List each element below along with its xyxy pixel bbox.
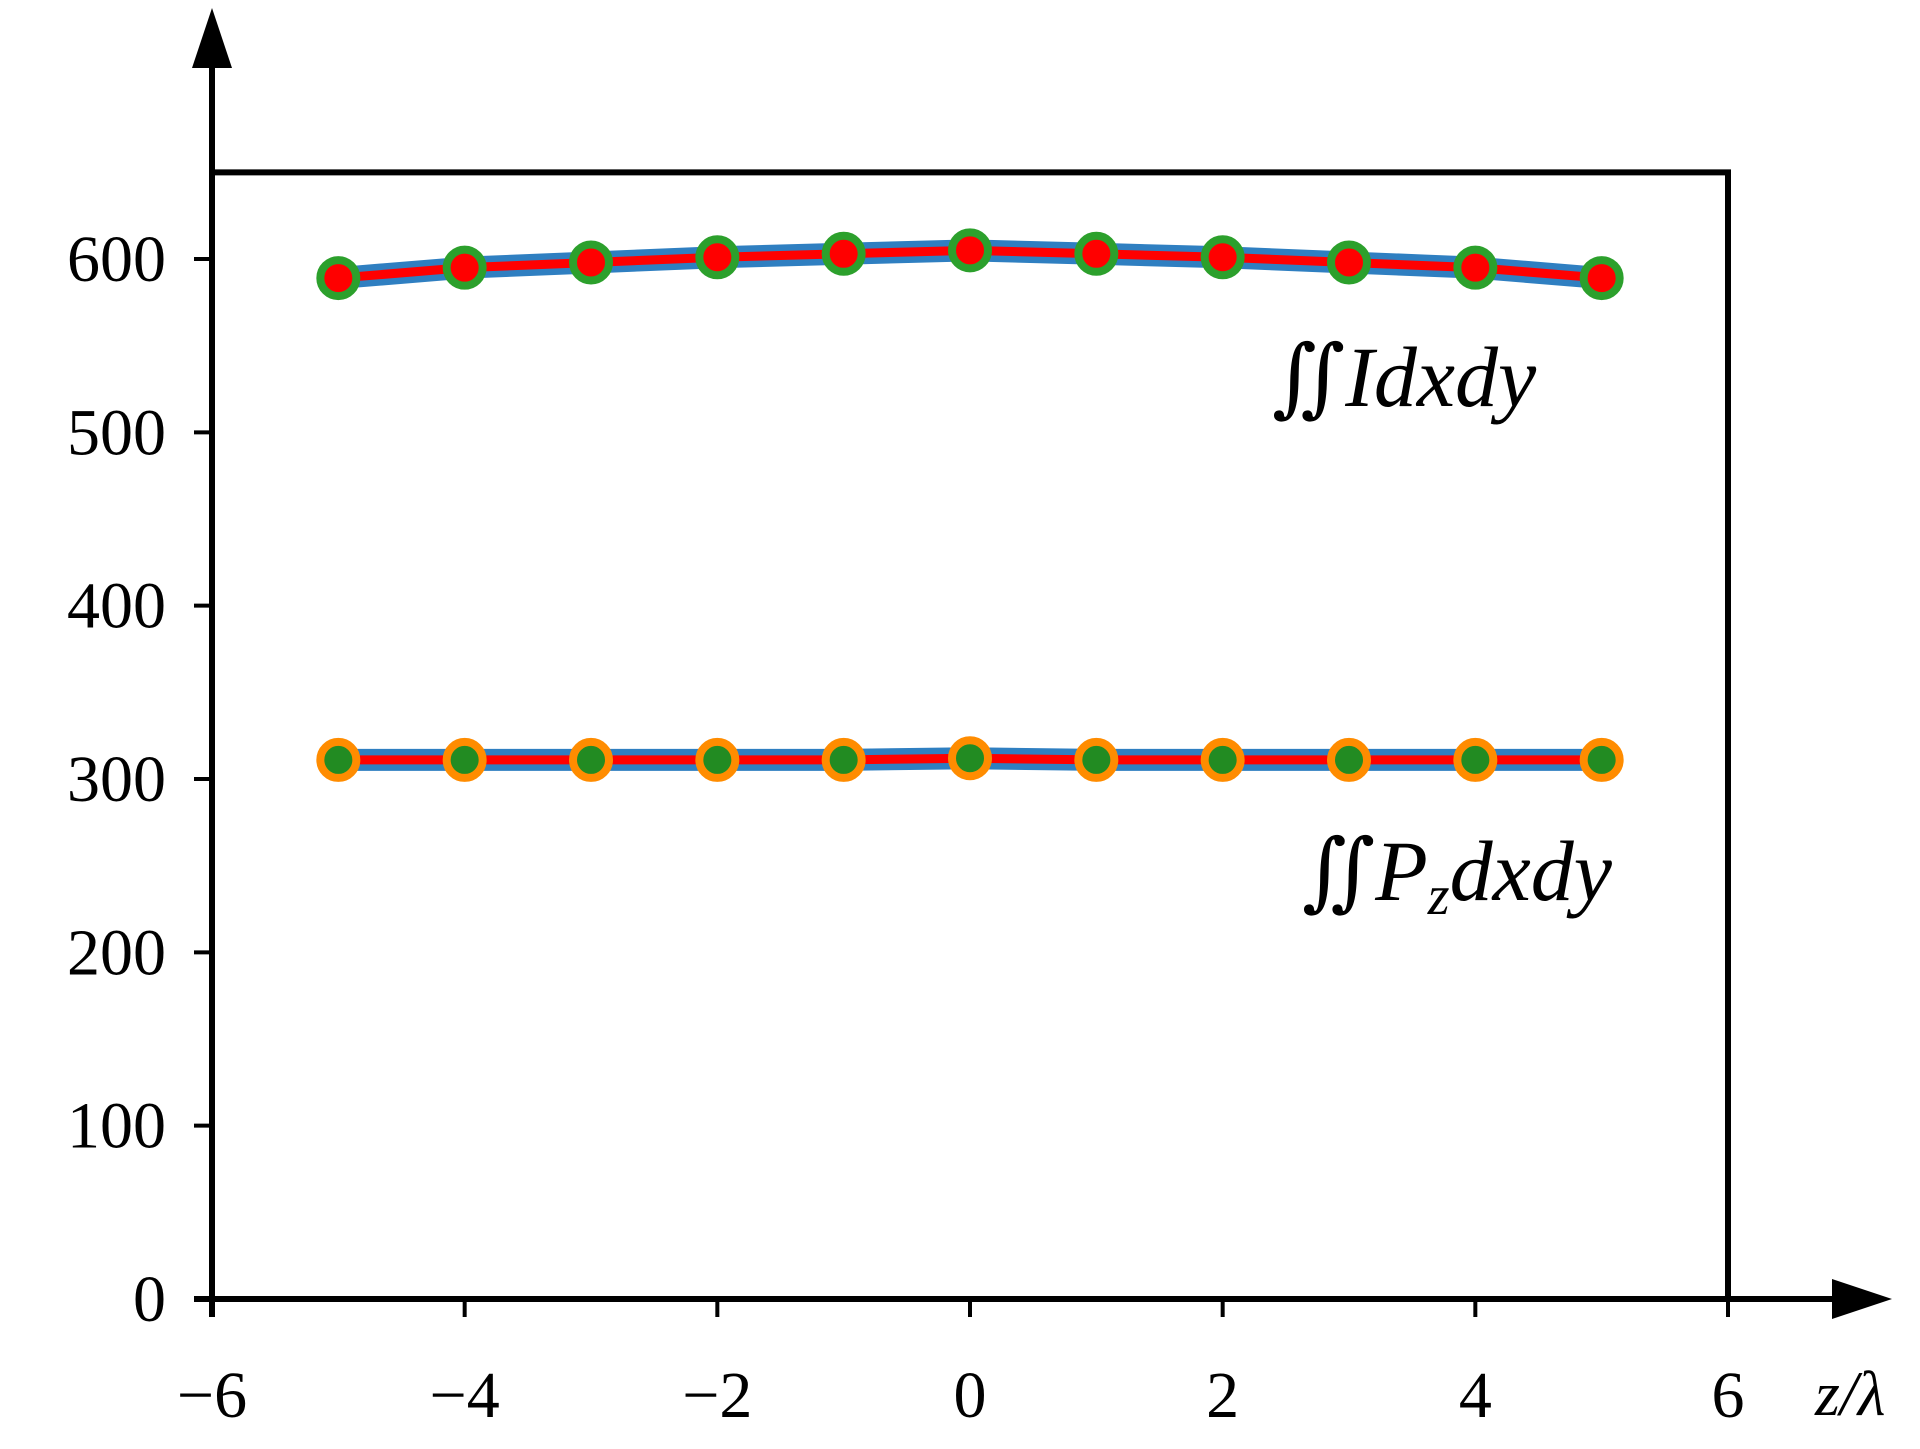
data-point xyxy=(1453,737,1498,782)
y-tick-label: 500 xyxy=(67,396,166,469)
series-1 xyxy=(316,228,1624,301)
x-tick-label: −2 xyxy=(682,1359,752,1432)
data-point xyxy=(1579,737,1624,782)
x-axis-arrow xyxy=(1832,1279,1892,1319)
data-point xyxy=(442,245,487,290)
data-point xyxy=(569,240,613,285)
plot-border xyxy=(212,169,1731,1299)
data-point xyxy=(316,737,361,782)
data-point xyxy=(1327,737,1371,782)
y-tick-label: 400 xyxy=(67,570,166,643)
x-tick-label: 2 xyxy=(1206,1359,1239,1432)
label-layer: ∬Idxdy ∬Pzdxdy xyxy=(1272,329,1613,927)
x-tick-label: 4 xyxy=(1459,1359,1492,1432)
series-label-poynting: ∬Pzdxdy xyxy=(1302,823,1613,927)
data-point xyxy=(442,737,487,782)
data-point xyxy=(316,256,361,301)
y-tick-label: 0 xyxy=(133,1263,166,1336)
data-point xyxy=(1200,737,1245,782)
y-tick-label: 300 xyxy=(67,743,166,816)
data-point xyxy=(1453,245,1498,290)
x-tick-label: 6 xyxy=(1712,1359,1745,1432)
data-point xyxy=(1074,231,1119,276)
y-tick-label: 100 xyxy=(67,1090,166,1163)
data-point xyxy=(821,737,866,782)
series-label-intensity: ∬Idxdy xyxy=(1272,329,1537,425)
data-point xyxy=(1579,256,1624,301)
data-point xyxy=(821,231,866,276)
data-point xyxy=(1074,737,1119,782)
data-point xyxy=(1200,235,1245,280)
x-tick-label: −6 xyxy=(177,1359,247,1432)
x-tick-label: 0 xyxy=(954,1359,987,1432)
data-point xyxy=(695,737,740,782)
data-point xyxy=(695,235,740,280)
data-point xyxy=(948,228,992,273)
series-layer xyxy=(316,228,1624,782)
data-point xyxy=(569,737,613,782)
y-tick-label: 200 xyxy=(67,916,166,989)
data-point xyxy=(948,736,992,781)
x-tick-label: −4 xyxy=(430,1359,500,1432)
x-axis-title: z/λ xyxy=(1814,1358,1885,1429)
y-axis-arrow xyxy=(192,8,232,68)
data-point xyxy=(1327,240,1371,285)
plot-frame xyxy=(212,169,1731,1299)
axes: 0 100 200 300 400 500 600 −6 −4 −2 0 2 4 6 z/λ xyxy=(67,8,1892,1432)
y-tick-label: 600 xyxy=(67,223,166,296)
series-2 xyxy=(316,736,1624,782)
